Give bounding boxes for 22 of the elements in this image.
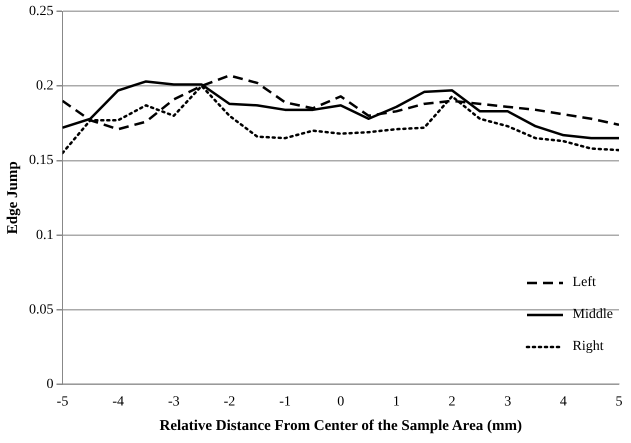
y-tick-label: 0.05 [29,302,54,318]
legend-label: Middle [572,307,613,323]
x-tick-label: 0 [337,394,344,410]
y-tick-label: 0 [46,376,54,392]
y-axis-title: Edge Jump [4,161,21,234]
x-axis-title: Relative Distance From Center of the Sample Area (mm) [160,418,522,434]
y-tick-label: 0.25 [29,4,54,20]
x-tick-label: 5 [616,394,622,410]
x-tick-label: -5 [56,394,68,410]
x-tick-label: 2 [448,394,456,410]
y-tick-label: 0.15 [29,153,54,168]
x-tick-label: -3 [168,394,180,410]
x-tick-label: 1 [392,394,400,410]
x-tick-label: 4 [560,394,567,410]
x-tick-label: 3 [504,394,512,410]
y-tick-label: 0.1 [36,228,54,243]
x-tick-label: -1 [279,394,291,410]
legend-label: Left [572,275,596,291]
legend-label: Right [572,339,604,355]
x-tick-label: -4 [112,394,124,410]
x-tick-label: -2 [224,394,236,410]
y-tick-label: 0.2 [36,78,54,94]
